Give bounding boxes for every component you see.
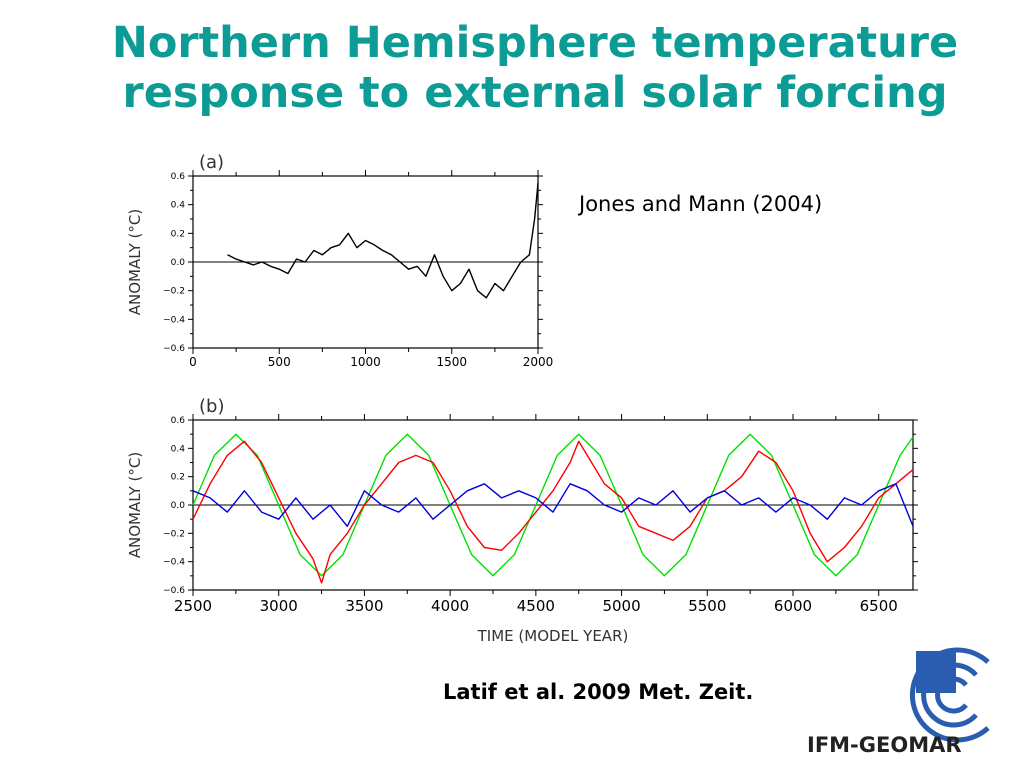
y-axis-label: ANOMALY (°C) xyxy=(126,452,144,558)
slide-title-line-2: response to external solar forcing xyxy=(122,68,948,118)
y-tick-label: 0.6 xyxy=(171,172,186,182)
x-tick-label: 4000 xyxy=(431,597,469,615)
x-tick-label: 2000 xyxy=(523,355,554,369)
x-tick-label: 1000 xyxy=(350,355,381,369)
x-tick-label: 3500 xyxy=(345,597,383,615)
x-axis-label: TIME (YEAR) xyxy=(319,384,412,385)
y-tick-label: 0.0 xyxy=(171,501,186,511)
y-tick-label: −0.2 xyxy=(163,529,185,539)
slide-title: Northern Hemisphere temperature response… xyxy=(0,18,1024,118)
x-tick-label: 5500 xyxy=(688,597,726,615)
y-axis-label: ANOMALY (°C) xyxy=(126,209,144,315)
ifm-geomar-logo: IFM-GEOMAR xyxy=(807,647,990,757)
x-axis-label: TIME (MODEL YEAR) xyxy=(477,627,629,645)
y-tick-label: 0.2 xyxy=(171,473,185,483)
logo-text: IFM-GEOMAR xyxy=(807,733,962,757)
y-tick-label: −0.2 xyxy=(163,287,185,297)
series-line-0 xyxy=(227,183,539,299)
x-tick-label: 6500 xyxy=(860,597,898,615)
y-tick-label: 0.6 xyxy=(171,416,186,426)
reference-latif: Latif et al. 2009 Met. Zeit. xyxy=(443,680,754,704)
x-tick-label: 1500 xyxy=(436,355,467,369)
logo-arcs-icon xyxy=(909,647,990,743)
x-tick-label: 0 xyxy=(189,355,197,369)
y-tick-label: −0.6 xyxy=(163,344,185,354)
y-tick-label: 0.4 xyxy=(171,201,186,211)
series-line-2 xyxy=(192,483,914,528)
chart-panel-a: (a) −0.6 −0.4 −0.2 0.0 0.2 0.4 0.6 0 500 1000 1500 2… xyxy=(126,152,554,385)
series-line-0 xyxy=(192,433,914,577)
x-tick-label: 6000 xyxy=(774,597,812,615)
x-tick-label: 2500 xyxy=(174,597,212,615)
y-tick-label: −0.6 xyxy=(163,586,185,596)
x-tick-label: 5000 xyxy=(602,597,640,615)
chart-panel-b: (b) −0.6 −0.4 −0.2 0.0 0.2 0.4 0.6 2500 3000 3500 4… xyxy=(126,396,918,645)
reference-jones-mann: Jones and Mann (2004) xyxy=(579,192,823,216)
y-tick-label: 0.0 xyxy=(171,258,186,268)
series-line-1 xyxy=(192,440,914,584)
x-tick-label: 4500 xyxy=(517,597,555,615)
slide-title-line-1: Northern Hemisphere temperature xyxy=(111,18,959,68)
y-tick-label: −0.4 xyxy=(163,558,185,568)
panel-label: (b) xyxy=(199,396,224,417)
x-tick-label: 3000 xyxy=(260,597,298,615)
y-tick-label: 0.4 xyxy=(171,444,186,454)
y-tick-label: 0.2 xyxy=(171,229,185,239)
y-tick-label: −0.4 xyxy=(163,315,185,325)
x-tick-label: 500 xyxy=(268,355,291,369)
panel-label: (a) xyxy=(199,152,224,173)
